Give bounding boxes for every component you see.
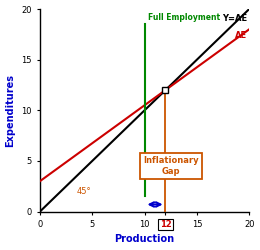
Text: 45°: 45° — [76, 187, 91, 196]
Y-axis label: Expenditures: Expenditures — [5, 74, 16, 147]
Text: Inflationary
Gap: Inflationary Gap — [143, 156, 199, 176]
Text: Full Employment: Full Employment — [148, 13, 220, 22]
X-axis label: Production: Production — [114, 234, 175, 244]
Text: AE: AE — [235, 31, 247, 40]
Text: Y=AE: Y=AE — [222, 14, 247, 23]
